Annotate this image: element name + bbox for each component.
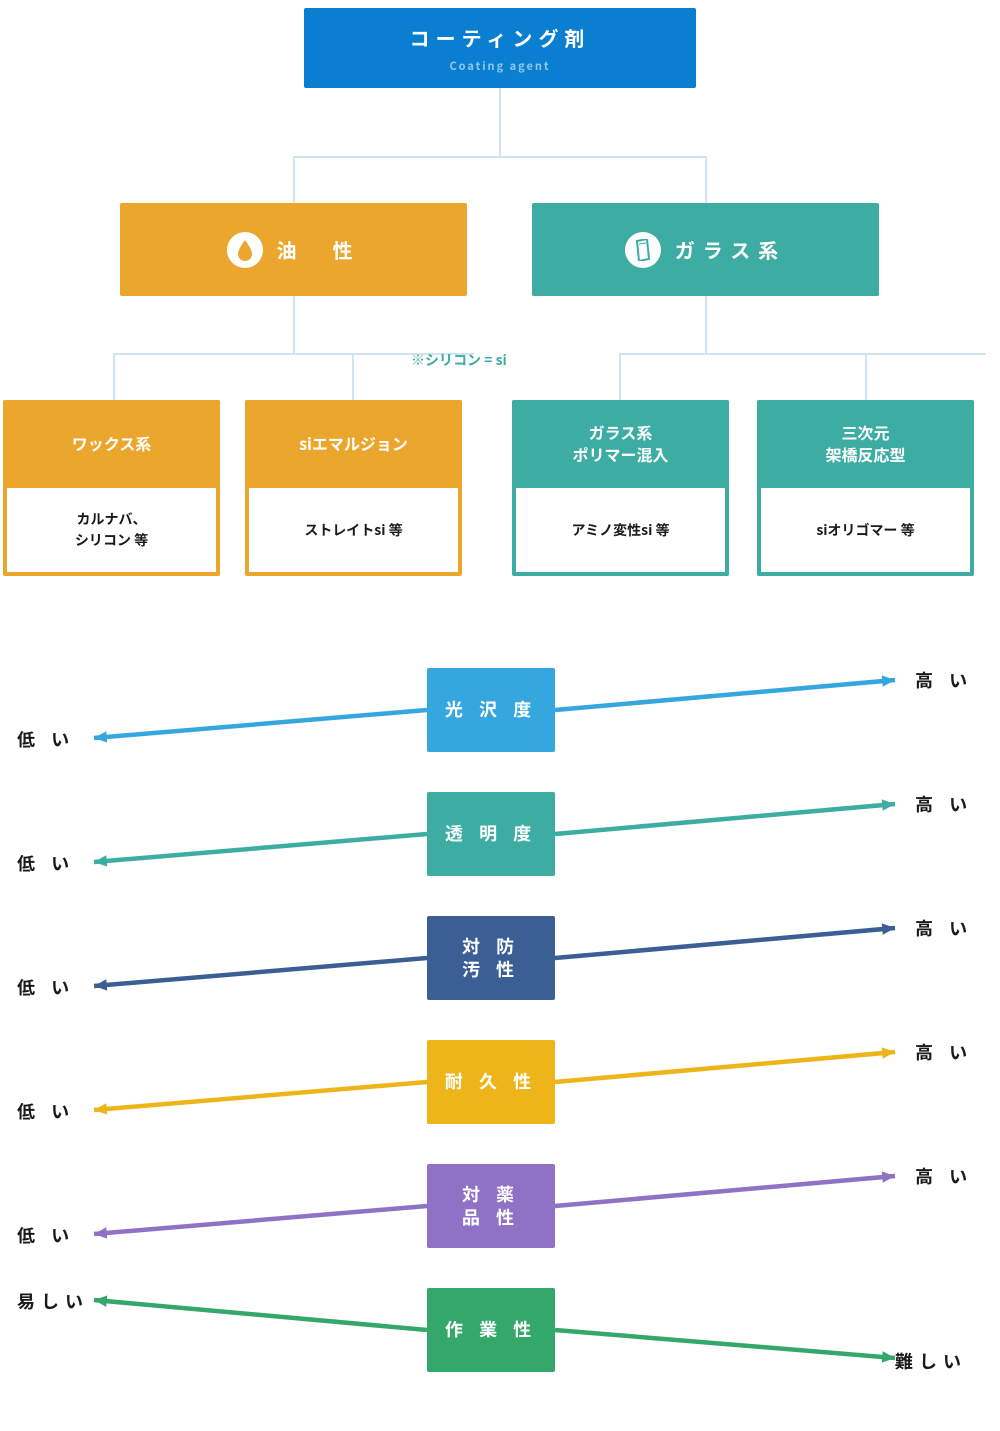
root-node: コーティング剤 Coating agent (304, 8, 696, 88)
connector-v-3 (705, 156, 707, 203)
category-oil: 油 性 (120, 203, 467, 296)
leaf-si-emulsion-title: siエマルジョン (245, 400, 462, 488)
metric-chemical-left-label: 低 い (17, 1222, 75, 1248)
leaf-glass-polymer-title: ガラス系ポリマー混入 (512, 400, 729, 488)
metric-transparency-left-label: 低 い (17, 850, 75, 876)
arrow-right-dirt (541, 914, 909, 972)
connector-v-10 (619, 353, 621, 400)
leaf-si-emulsion: siエマルジョンストレイトsi 等 (245, 400, 462, 576)
leaf-wax-title: ワックス系 (3, 400, 220, 488)
arrow-left-gloss (80, 696, 441, 752)
leaf-3d-crosslink: 三次元架橋反応型siオリゴマー 等 (757, 400, 974, 576)
arrow-right-gloss (541, 666, 909, 724)
metric-transparency: 透 明 度 (427, 792, 555, 876)
connector-h-9 (619, 353, 986, 355)
metric-chemical-right-label: 高 い (915, 1163, 973, 1189)
silicon-note: ※シリコン = si (411, 350, 507, 370)
connector-v-8 (705, 296, 707, 355)
glass-icon (625, 232, 661, 268)
metric-gloss: 光 沢 度 (427, 668, 555, 752)
root-subtitle: Coating agent (449, 58, 550, 74)
metric-dirt-right-label: 高 い (915, 915, 973, 941)
leaf-wax-body: カルナバ、シリコン 等 (7, 488, 216, 572)
arrow-left-workability (80, 1286, 441, 1344)
leaf-si-emulsion-body: ストレイトsi 等 (249, 488, 458, 572)
metric-durability-right-label: 高 い (915, 1039, 973, 1065)
category-oil-label: 油 性 (277, 235, 361, 264)
arrow-right-chemical (541, 1162, 909, 1220)
root-title: コーティング剤 (410, 23, 591, 52)
metric-dirt-left-label: 低 い (17, 974, 75, 1000)
arrow-right-workability (541, 1316, 909, 1372)
metric-durability: 耐 久 性 (427, 1040, 555, 1124)
metric-workability-right-label: 難しい (895, 1348, 967, 1374)
metric-chemical: 対 薬品 性 (427, 1164, 555, 1248)
metric-durability-left-label: 低 い (17, 1098, 75, 1124)
oil-icon (227, 232, 263, 268)
connector-v-4 (293, 296, 295, 355)
connector-h-1 (293, 156, 706, 158)
leaf-glass-polymer-body: アミノ変性si 等 (516, 488, 725, 572)
metric-transparency-right-label: 高 い (915, 791, 973, 817)
arrow-left-chemical (80, 1192, 441, 1248)
arrow-left-transparency (80, 820, 441, 876)
leaf-wax: ワックス系カルナバ、シリコン 等 (3, 400, 220, 576)
category-glass-label: ガラス系 (675, 235, 787, 264)
arrow-right-transparency (541, 790, 909, 848)
connector-v-11 (865, 353, 867, 400)
leaf-3d-crosslink-body: siオリゴマー 等 (761, 488, 970, 572)
connector-v-0 (499, 88, 501, 158)
category-glass: ガラス系 (532, 203, 879, 296)
metric-gloss-left-label: 低 い (17, 726, 75, 752)
connector-v-2 (293, 156, 295, 203)
connector-v-6 (113, 353, 115, 400)
metric-workability-left-label: 易しい (17, 1288, 89, 1314)
leaf-3d-crosslink-title: 三次元架橋反応型 (757, 400, 974, 488)
leaf-glass-polymer: ガラス系ポリマー混入アミノ変性si 等 (512, 400, 729, 576)
metric-workability: 作 業 性 (427, 1288, 555, 1372)
metric-dirt: 対 防汚 性 (427, 916, 555, 1000)
arrow-right-durability (541, 1038, 909, 1096)
connector-v-7 (352, 353, 354, 400)
metric-gloss-right-label: 高 い (915, 667, 973, 693)
arrow-left-dirt (80, 944, 441, 1000)
arrow-left-durability (80, 1068, 441, 1124)
